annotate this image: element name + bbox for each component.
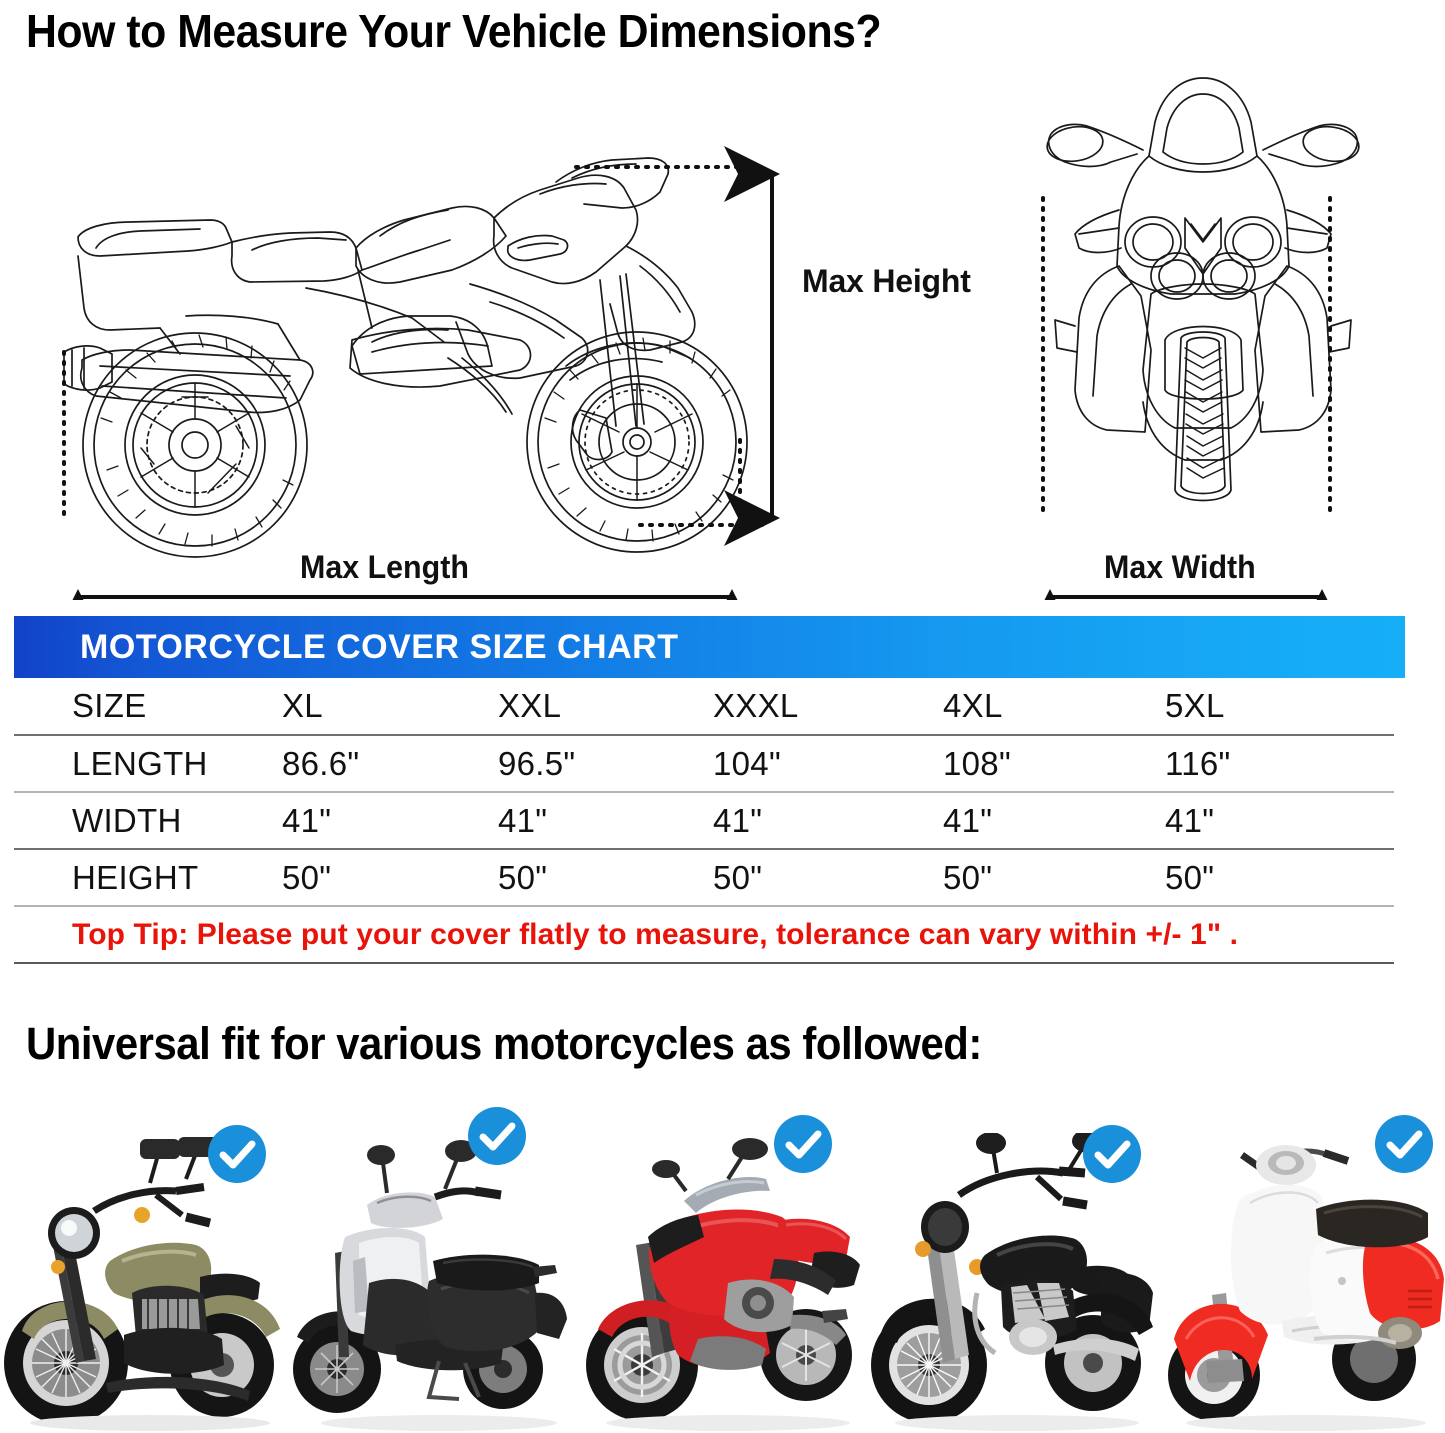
cell-height-5xl: 50" bbox=[1165, 858, 1215, 896]
cell-height-xl: 50" bbox=[282, 858, 332, 896]
sportbike-front-view-line-drawing bbox=[1046, 77, 1360, 502]
check-icon-circle bbox=[468, 1107, 526, 1165]
size-chart-header-bar: MOTORCYCLE COVER SIZE CHART bbox=[14, 616, 1405, 678]
cell-size-label: SIZE bbox=[72, 687, 147, 724]
gallery-item-silver-scooter bbox=[289, 1100, 578, 1433]
sportbike-side-view-line-drawing bbox=[63, 157, 748, 558]
cell-height-4xl: 50" bbox=[943, 858, 993, 896]
cell-width-5xl: 41" bbox=[1165, 801, 1215, 839]
cell-size-4xl: 4XL bbox=[943, 687, 1003, 724]
cell-length-label: LENGTH bbox=[72, 744, 208, 782]
size-chart-title: MOTORCYCLE COVER SIZE CHART bbox=[80, 627, 679, 666]
side-view-dimension-guides bbox=[50, 146, 780, 600]
cell-size-xl: XL bbox=[282, 687, 323, 724]
table-row-height: HEIGHT 50" 50" 50" 50" 50" bbox=[14, 849, 1394, 906]
cell-width-4xl: 41" bbox=[943, 801, 993, 839]
check-badge bbox=[1374, 1114, 1434, 1174]
page-title: How to Measure Your Vehicle Dimensions? bbox=[26, 5, 882, 57]
size-chart: MOTORCYCLE COVER SIZE CHART SIZE XL XXL … bbox=[0, 616, 1445, 964]
check-icon-circle bbox=[1083, 1125, 1141, 1183]
check-badge bbox=[1082, 1124, 1142, 1184]
max-width-label: Max Width bbox=[1104, 549, 1256, 585]
cell-width-xxl: 41" bbox=[498, 801, 548, 839]
table-row-tip: Top Tip: Please put your cover flatly to… bbox=[14, 906, 1394, 963]
max-length-label: Max Length bbox=[300, 549, 469, 585]
cell-width-xxxl: 41" bbox=[713, 801, 763, 839]
check-icon bbox=[479, 1122, 516, 1151]
universal-fit-heading: Universal fit for various motorcycles as… bbox=[26, 1018, 982, 1069]
top-tip-text: Top Tip: Please put your cover flatly to… bbox=[72, 917, 1239, 951]
gallery-item-olive-cruiser bbox=[0, 1100, 289, 1433]
cell-height-label: HEIGHT bbox=[72, 858, 199, 896]
cell-height-xxxl: 50" bbox=[713, 858, 763, 896]
silver-black-scooter bbox=[293, 1140, 567, 1431]
cell-width-xl: 41" bbox=[282, 801, 332, 839]
gallery-item-red-sportbike bbox=[578, 1100, 867, 1433]
check-icon bbox=[219, 1140, 256, 1169]
cell-size-5xl: 5XL bbox=[1165, 687, 1225, 724]
table-row-width: WIDTH 41" 41" 41" 41" 41" bbox=[14, 792, 1394, 849]
table-row-sizes: SIZE XL XXL XXXL 4XL 5XL bbox=[14, 678, 1394, 735]
cell-length-xxxl: 104" bbox=[713, 744, 781, 782]
max-height-label: Max Height bbox=[802, 263, 971, 299]
cell-length-xl: 86.6" bbox=[282, 744, 360, 782]
check-icon-circle bbox=[774, 1115, 832, 1173]
measurement-diagram bbox=[0, 70, 1445, 600]
olive-cruiser-motorcycle bbox=[4, 1137, 280, 1431]
cell-length-5xl: 116" bbox=[1165, 744, 1231, 782]
cell-length-xxl: 96.5" bbox=[498, 744, 576, 782]
cell-height-xxl: 50" bbox=[498, 858, 548, 896]
cell-width-label: WIDTH bbox=[72, 801, 182, 839]
check-icon bbox=[1094, 1140, 1131, 1169]
size-chart-table: SIZE XL XXL XXXL 4XL 5XL LENGTH 86.6" 96… bbox=[14, 678, 1394, 964]
compatible-motorcycles-gallery bbox=[0, 1100, 1445, 1433]
check-icon-circle bbox=[208, 1125, 266, 1183]
red-white-vespa-scooter bbox=[1168, 1145, 1444, 1431]
gallery-item-vespa-scooter bbox=[1156, 1100, 1445, 1433]
check-icon bbox=[785, 1130, 822, 1159]
table-row-length: LENGTH 86.6" 96.5" 104" 108" 116" bbox=[14, 735, 1394, 792]
gallery-item-black-cruiser bbox=[867, 1100, 1156, 1433]
cell-size-xxl: XXL bbox=[498, 687, 562, 724]
check-badge bbox=[207, 1124, 267, 1184]
red-sportbike bbox=[586, 1138, 860, 1431]
front-view-dimension-guides bbox=[1022, 196, 1350, 600]
check-badge bbox=[773, 1114, 833, 1174]
check-icon bbox=[1386, 1130, 1423, 1159]
cell-size-xxxl: XXXL bbox=[713, 687, 799, 724]
cell-length-4xl: 108" bbox=[943, 744, 1011, 782]
black-cruiser-motorcycle bbox=[871, 1133, 1153, 1431]
check-badge bbox=[467, 1106, 527, 1166]
check-icon-circle bbox=[1375, 1115, 1433, 1173]
